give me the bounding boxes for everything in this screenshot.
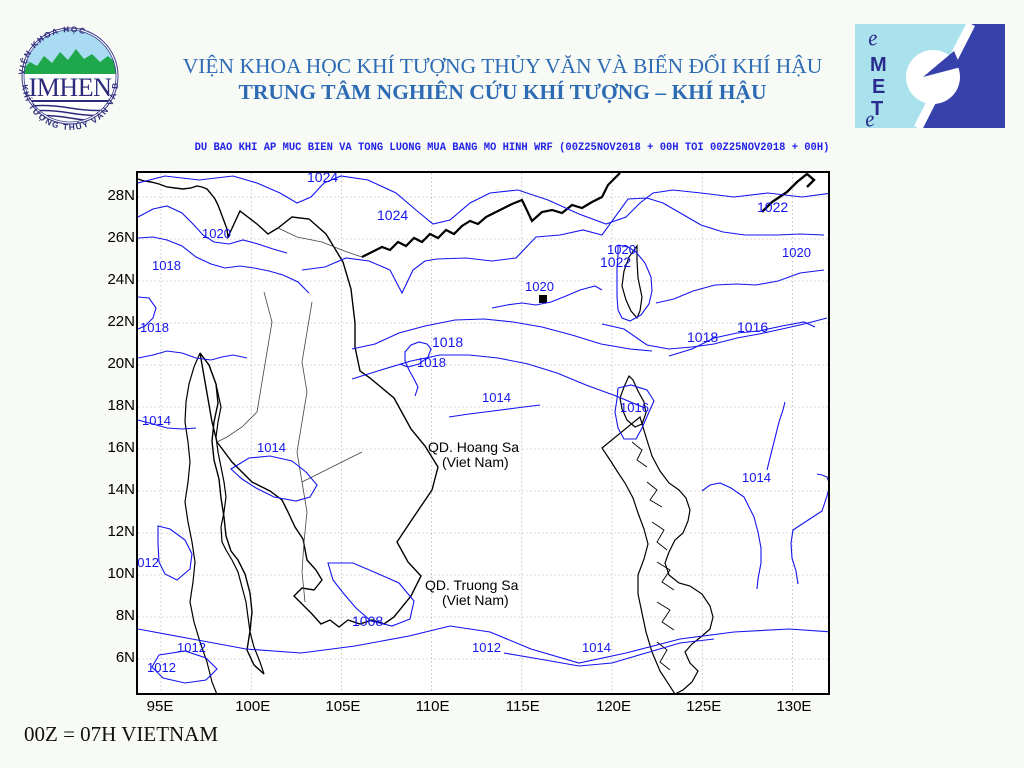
svg-text:1016: 1016 bbox=[737, 319, 768, 335]
svg-text:1022: 1022 bbox=[757, 199, 788, 215]
svg-text:(Viet Nam): (Viet Nam) bbox=[442, 454, 509, 470]
svg-text:1014: 1014 bbox=[482, 390, 511, 405]
svg-text:1018: 1018 bbox=[152, 258, 181, 273]
svg-text:1014: 1014 bbox=[142, 413, 171, 428]
svg-text:1018: 1018 bbox=[140, 320, 169, 335]
svg-text:1014: 1014 bbox=[742, 470, 771, 485]
svg-text:1024: 1024 bbox=[307, 173, 338, 185]
svg-text:1018: 1018 bbox=[417, 355, 446, 370]
svg-text:1014: 1014 bbox=[257, 440, 286, 455]
svg-text:1018: 1018 bbox=[687, 329, 718, 345]
svg-text:1012: 1012 bbox=[147, 660, 176, 675]
svg-text:1012: 1012 bbox=[472, 640, 501, 655]
svg-text:1012: 1012 bbox=[177, 640, 206, 655]
svg-text:QD. Truong Sa: QD. Truong Sa bbox=[425, 577, 519, 593]
svg-text:1020: 1020 bbox=[525, 279, 554, 294]
svg-text:1016: 1016 bbox=[620, 400, 649, 415]
svg-text:1012: 1012 bbox=[138, 555, 159, 570]
svg-text:1020: 1020 bbox=[607, 242, 636, 257]
svg-text:1024: 1024 bbox=[377, 207, 408, 223]
svg-text:IMHEN: IMHEN bbox=[29, 73, 112, 102]
svg-text:QD. Hoang Sa: QD. Hoang Sa bbox=[428, 439, 519, 455]
svg-text:1020: 1020 bbox=[202, 226, 231, 241]
svg-text:1014: 1014 bbox=[582, 640, 611, 655]
svg-text:(Viet Nam): (Viet Nam) bbox=[442, 592, 509, 608]
svg-text:1008: 1008 bbox=[352, 613, 383, 629]
svg-text:1020: 1020 bbox=[782, 245, 811, 260]
svg-text:1018: 1018 bbox=[432, 334, 463, 350]
